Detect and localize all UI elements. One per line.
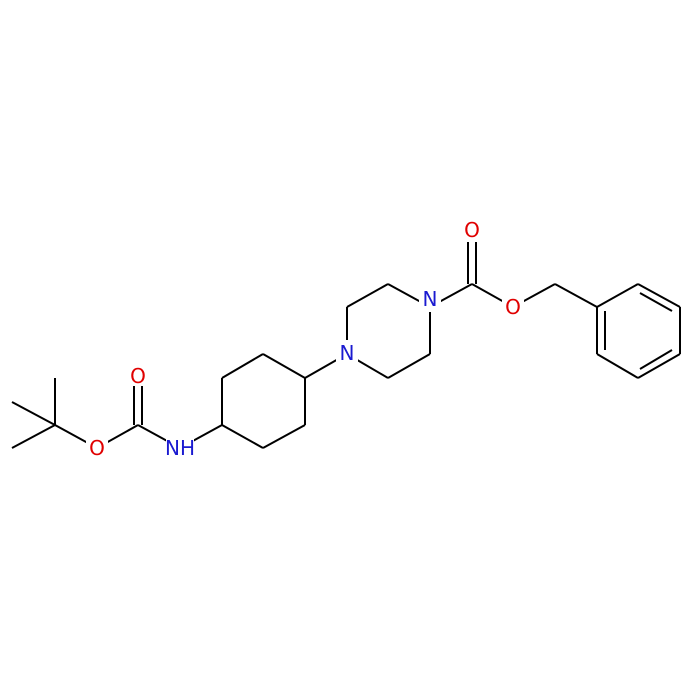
atom-label: NH <box>165 436 195 460</box>
bond <box>554 283 598 308</box>
bond <box>221 353 264 379</box>
bond <box>596 353 639 379</box>
atom-label: O <box>89 436 105 460</box>
bond <box>262 353 306 379</box>
label-bg <box>86 436 108 460</box>
label-bg <box>419 286 441 312</box>
label-bg <box>461 218 483 242</box>
atom-labels: O O NH N N O O <box>89 218 521 460</box>
label-bg <box>502 295 524 319</box>
bond <box>596 283 639 308</box>
bond <box>639 349 673 370</box>
label-bg <box>127 362 149 386</box>
bond <box>11 401 56 426</box>
bond <box>221 424 264 449</box>
atom-label: O <box>464 218 480 242</box>
atom-label: O <box>130 364 146 388</box>
bond <box>387 353 431 379</box>
bond <box>639 292 673 312</box>
atom-label: N <box>340 341 355 365</box>
bonds <box>11 237 681 449</box>
label-bg <box>166 434 194 462</box>
bond <box>11 424 56 449</box>
atom-label: O <box>505 295 521 319</box>
label-bg <box>336 340 358 366</box>
bond <box>346 283 389 308</box>
bond <box>262 424 306 449</box>
atom-label: N <box>423 287 438 311</box>
atom-label-backgrounds <box>86 218 524 462</box>
bond <box>637 353 681 379</box>
bond <box>637 283 681 308</box>
